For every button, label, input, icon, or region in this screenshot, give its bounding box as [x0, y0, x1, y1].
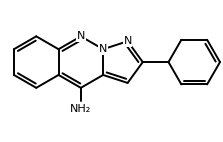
- Text: N: N: [99, 44, 107, 54]
- Text: N: N: [124, 36, 132, 46]
- Text: N: N: [77, 31, 85, 41]
- Text: NH₂: NH₂: [70, 104, 91, 114]
